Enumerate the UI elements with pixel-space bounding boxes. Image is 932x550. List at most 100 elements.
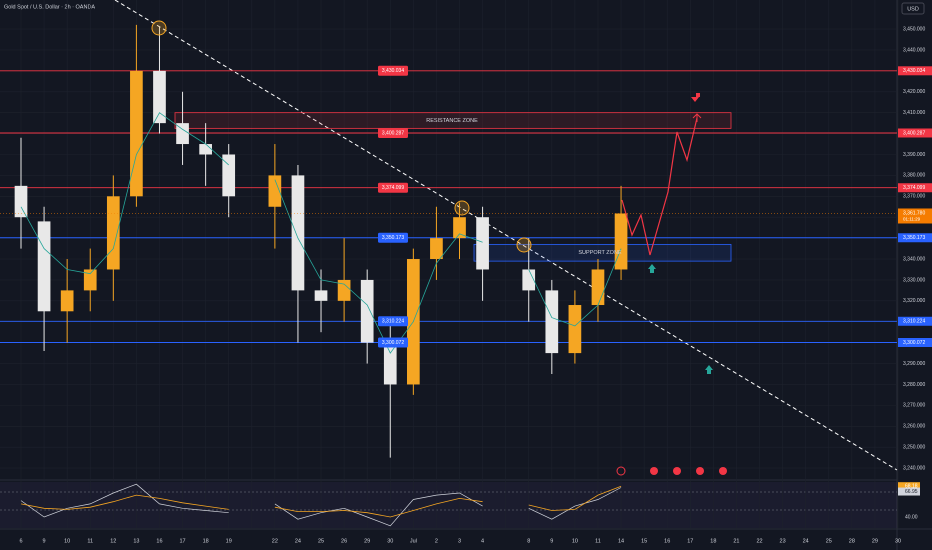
y-tick-label: 3,240.000 — [903, 465, 925, 471]
x-tick-label: 28 — [849, 538, 855, 544]
up-arrow — [648, 264, 656, 273]
event-icon[interactable] — [673, 467, 681, 475]
candle-body — [199, 144, 212, 155]
x-tick-label: 23 — [780, 538, 786, 544]
rsi-ma-label: 68.18 — [905, 484, 918, 490]
x-tick-label: 18 — [710, 538, 716, 544]
countdown: 01:11:29 — [903, 217, 921, 222]
level-label: 3,374.099 — [382, 185, 404, 191]
swing-circle — [516, 237, 532, 253]
trendline — [114, 0, 898, 471]
candle-body — [268, 175, 282, 207]
rsi-label: 66.95 — [905, 489, 918, 495]
axis-level-label: 3,400.287 — [903, 130, 925, 136]
symbol-title: Gold Spot / U.S. Dollar · 2h · OANDA — [4, 4, 95, 10]
x-tick-label: 16 — [156, 538, 162, 544]
axis-level-label: 3,300.072 — [903, 340, 925, 346]
candle-body — [545, 290, 559, 354]
candle-body — [360, 279, 374, 343]
level-label: 3,400.287 — [382, 130, 404, 136]
down-arrow — [690, 93, 700, 102]
x-tick-label: 29 — [872, 538, 878, 544]
candle-body — [614, 213, 628, 270]
event-icon[interactable] — [719, 467, 727, 475]
candle-body — [476, 217, 489, 270]
candle-body — [14, 185, 28, 218]
y-tick-label: 3,250.000 — [903, 445, 925, 451]
level-label: 3,350.173 — [382, 235, 404, 241]
axis-level-label: 3,310.224 — [903, 319, 925, 325]
x-tick-label: 21 — [733, 538, 739, 544]
x-tick-label: Jul — [410, 538, 417, 544]
x-tick-label: 24 — [803, 538, 809, 544]
candle-body — [37, 221, 51, 312]
currency[interactable]: USD — [907, 6, 919, 12]
swing-circle — [151, 20, 167, 36]
x-tick-label: 3 — [458, 538, 461, 544]
level-tag — [378, 127, 408, 138]
zone-label: RESISTANCE ZONE — [426, 118, 478, 124]
last-price-label: 3,361.780 — [903, 210, 925, 216]
x-tick-label: 17 — [687, 538, 693, 544]
x-tick-label: 29 — [364, 538, 370, 544]
ema-line — [20, 112, 622, 354]
x-tick-label: 8 — [527, 538, 530, 544]
swing-circle — [454, 200, 470, 216]
candle-body — [176, 123, 189, 145]
currency-box[interactable] — [901, 2, 925, 15]
zone-label: SUPPORT ZONE — [578, 250, 622, 256]
zone — [174, 112, 732, 129]
level-label: 3,430.034 — [382, 68, 404, 74]
x-tick-label: 9 — [550, 538, 553, 544]
event-icon[interactable] — [696, 467, 704, 475]
candle-body — [568, 305, 582, 354]
x-tick-label: 14 — [618, 538, 624, 544]
candle-body — [83, 269, 97, 291]
candle-body — [591, 269, 605, 306]
level-tag — [378, 182, 408, 193]
x-tick-label: 15 — [641, 538, 647, 544]
x-tick-label: 25 — [318, 538, 324, 544]
y-tick-label: 3,450.000 — [903, 26, 925, 32]
y-tick-label: 3,380.000 — [903, 173, 925, 179]
x-tick-label: 18 — [203, 538, 209, 544]
candle-body — [153, 70, 166, 124]
y-tick-label: 3,320.000 — [903, 298, 925, 304]
rsi-ma-line — [20, 485, 622, 518]
rsi-ma-tag — [898, 482, 920, 491]
x-tick-label: 22 — [756, 538, 762, 544]
y-tick-label: 3,410.000 — [903, 110, 925, 116]
y-tick-label: 3,440.000 — [903, 47, 925, 53]
rsi-band — [0, 482, 897, 528]
x-tick-label: 2 — [435, 538, 438, 544]
candle-body — [337, 279, 351, 301]
level-tag — [378, 316, 408, 327]
y-tick-label: 3,280.000 — [903, 382, 925, 388]
rsi-tick-label: 40.00 — [905, 514, 918, 520]
candle-body — [222, 154, 236, 197]
x-tick-label: 22 — [272, 538, 278, 544]
x-tick-label: 16 — [664, 538, 670, 544]
candle-body — [130, 70, 143, 197]
level-label: 3,310.224 — [382, 319, 404, 325]
level-label: 3,300.072 — [382, 340, 404, 346]
zone — [473, 243, 732, 262]
x-tick-label: 19 — [226, 538, 232, 544]
candle-body — [522, 269, 536, 291]
y-tick-label: 3,370.000 — [903, 194, 925, 200]
event-icon[interactable] — [650, 467, 658, 475]
axis-level-tag — [898, 183, 932, 193]
level-tag — [378, 65, 408, 76]
axis-level-tag — [898, 128, 932, 138]
axis-level-tag — [898, 233, 932, 243]
projection-arrowhead — [692, 113, 702, 122]
y-tick-label: 3,340.000 — [903, 256, 925, 262]
x-tick-label: 6 — [19, 538, 22, 544]
x-tick-label: 4 — [481, 538, 484, 544]
event-icon[interactable] — [616, 466, 626, 476]
x-tick-label: 30 — [387, 538, 393, 544]
candle-body — [60, 290, 74, 312]
candle-body — [314, 290, 328, 301]
candle-body — [106, 196, 120, 270]
